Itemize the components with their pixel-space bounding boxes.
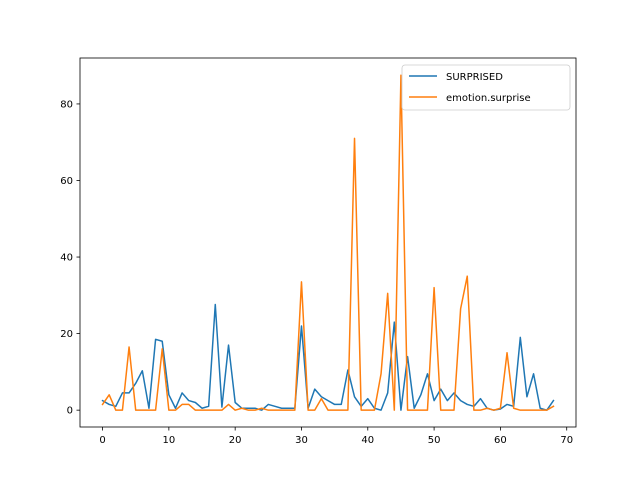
x-tick-label: 0 — [99, 435, 105, 446]
x-tick-label: 40 — [361, 435, 374, 446]
series-line-surprised — [101, 303, 555, 411]
y-tick-label: 40 — [60, 253, 73, 264]
x-tick-label: 60 — [494, 435, 507, 446]
y-tick-label: 20 — [60, 329, 73, 340]
legend-box — [401, 64, 571, 111]
series-layer — [101, 74, 555, 411]
x-tick-label: 20 — [229, 435, 242, 446]
x-tick-label: 50 — [428, 435, 441, 446]
x-tick-label: 10 — [162, 435, 175, 446]
y-axis: 0 20 40 60 80 — [60, 99, 80, 417]
legend-label-surprised: SURPRISED — [446, 72, 503, 83]
legend-label-emotion-surprise: emotion.surprise — [446, 93, 531, 104]
x-tick-label: 70 — [560, 435, 573, 446]
y-tick-label: 60 — [60, 176, 73, 187]
y-tick-label: 80 — [60, 99, 73, 110]
plot-frame — [79, 57, 577, 428]
y-tick-label: 0 — [67, 406, 73, 417]
legend: SURPRISED emotion.surprise — [401, 64, 571, 111]
series-line-emotion-surprise — [101, 74, 555, 411]
x-tick-label: 30 — [295, 435, 308, 446]
x-axis: 0 10 20 30 40 50 60 70 — [99, 427, 573, 446]
